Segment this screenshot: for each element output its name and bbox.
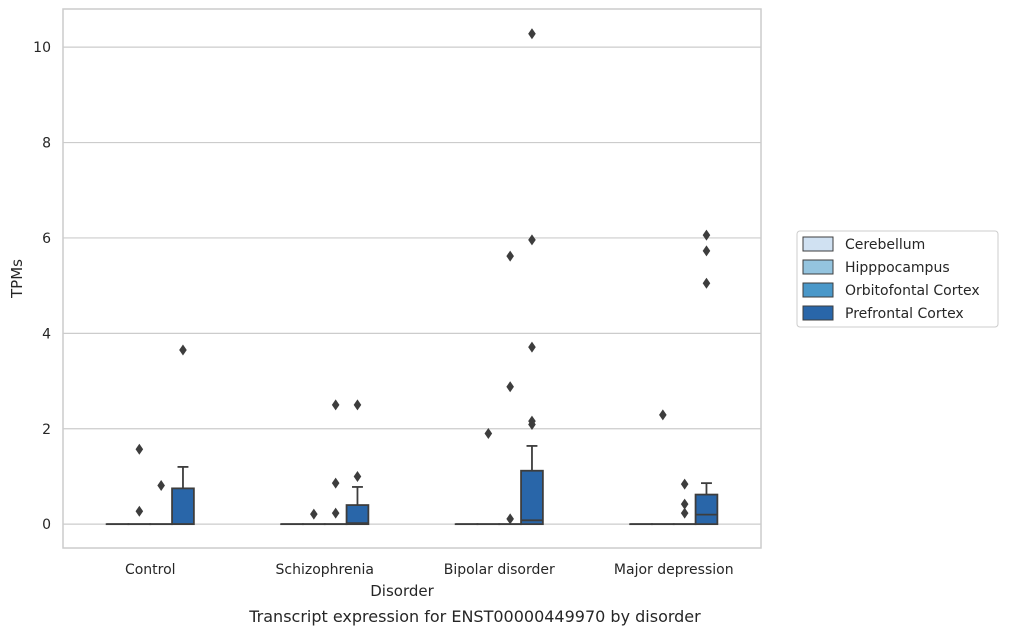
y-tick-label: 0 — [42, 517, 51, 533]
box-body — [347, 505, 369, 524]
x-tick-label: Bipolar disorder — [444, 562, 555, 578]
legend-swatch — [803, 260, 833, 274]
box-body — [172, 488, 194, 524]
legend-label: Cerebellum — [845, 237, 925, 253]
chart-caption: Transcript expression for ENST0000044997… — [248, 607, 701, 626]
box-body — [696, 495, 718, 525]
x-tick-label: Schizophrenia — [276, 562, 374, 578]
legend-label: Prefrontal Cortex — [845, 306, 964, 322]
y-tick-label: 2 — [42, 422, 51, 438]
y-tick-label: 6 — [42, 231, 51, 247]
legend-swatch — [803, 306, 833, 320]
x-axis-label: Disorder — [370, 582, 434, 600]
y-tick-label: 10 — [33, 40, 51, 56]
legend-swatch — [803, 237, 833, 251]
legend: Cerebellum Hipppocampus Orbitofontal Corte… — [797, 231, 998, 327]
y-tick-label: 4 — [42, 326, 51, 342]
x-tick-label: Control — [125, 562, 176, 578]
y-tick-label: 8 — [42, 136, 51, 152]
legend-swatch — [803, 283, 833, 297]
box-body — [521, 471, 543, 524]
legend-label: Hipppocampus — [845, 260, 950, 276]
x-tick-label: Major depression — [614, 562, 734, 578]
y-axis-label: TPMs — [8, 259, 26, 299]
legend-label: Orbitofontal Cortex — [845, 283, 980, 299]
